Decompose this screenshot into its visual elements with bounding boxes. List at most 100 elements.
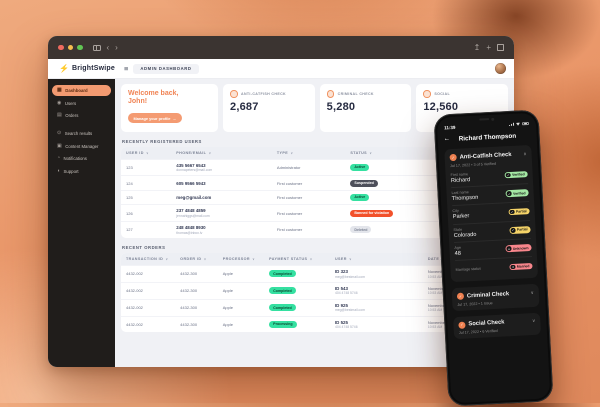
col-order-id[interactable]: ORDER ID ∨	[175, 252, 218, 266]
sort-icon: ∨	[349, 256, 352, 261]
status-badge: Active	[350, 193, 370, 201]
sort-icon: ∨	[252, 256, 256, 261]
minimize-window-button[interactable]	[67, 44, 73, 51]
sidebar-item-orders[interactable]: ▤ Orders	[52, 110, 111, 121]
col-user-id[interactable]: USER ID ∨	[121, 146, 172, 159]
col-type[interactable]: TYPE ∨	[271, 146, 346, 159]
sidebar-item-support[interactable]: ◖ Support	[52, 166, 111, 177]
check-icon: ✓	[509, 209, 515, 215]
anti-catfish-check-icon: ✓	[449, 153, 457, 162]
user-type: First customer	[271, 175, 346, 191]
partial-badge: ✓ Partial	[508, 207, 530, 216]
welcome-title: Welcome back, John!	[128, 90, 211, 107]
zoom-window-button[interactable]	[77, 44, 83, 51]
users-table-title: RECENTLY REGISTERED USERS	[122, 138, 202, 144]
verified-badge: ✓ Verified	[505, 189, 529, 198]
order-user: ID 525 404 4748 5746	[329, 315, 423, 333]
payment-status: Completed	[264, 298, 330, 316]
users-table: USER ID ∨ PHONE/EMAIL ∨ TYPE ∨ STATUS ∨ …	[121, 146, 508, 238]
user-id: 125	[121, 189, 172, 205]
app-header: ⚡ BrightSwipe ≡ ADMIN DASHBOARD	[48, 59, 514, 79]
app-viewport: ⚡ BrightSwipe ≡ ADMIN DASHBOARD ▦ Dashbo…	[48, 59, 514, 367]
user-status: Banned for violation	[345, 204, 439, 222]
field-value: Colorado	[453, 231, 477, 239]
status-badge: Deleted	[350, 226, 372, 234]
forward-icon[interactable]: ›	[115, 42, 118, 52]
sidebar-item-dashboard[interactable]: ▦ Dashboard	[52, 85, 111, 96]
order-id: 4432-300	[175, 315, 218, 333]
phone-notch	[478, 117, 494, 121]
user-type: First customer	[271, 220, 346, 238]
hamburger-menu-icon[interactable]: ≡	[124, 64, 129, 73]
chevron-down-icon[interactable]: ∨	[530, 289, 534, 295]
order-user: ID 543 404 4748 5746	[329, 281, 423, 300]
sidebar-panel-icon[interactable]	[92, 44, 101, 51]
back-icon[interactable]: ‹	[106, 42, 110, 52]
breadcrumb[interactable]: ADMIN DASHBOARD	[133, 63, 199, 74]
wifi-icon	[516, 123, 520, 126]
tab-overview-icon[interactable]	[497, 44, 504, 51]
phone-status-bar: 11:39	[443, 121, 530, 131]
headset-icon: ◖	[57, 167, 61, 174]
speaker-slit	[478, 118, 489, 121]
welcome-card: Welcome back, John! Manage your profile …	[121, 84, 218, 132]
user-contact: 605 9566 5943	[171, 175, 272, 191]
sidebar-item-notifications[interactable]: ◔ Notifications	[52, 153, 111, 164]
status-badge: Banned for violation	[350, 209, 394, 217]
stat-label: CRIMINAL CHECK	[337, 91, 374, 96]
col-payment-status[interactable]: PAYMENT STATUS ∨	[264, 252, 330, 266]
section-title: Criminal Check	[466, 291, 510, 300]
manage-profile-label: Manage your profile	[133, 115, 171, 121]
payment-status: Processing	[264, 315, 330, 333]
stat-card-criminal: CRIMINAL CHECK 5,280	[319, 84, 412, 132]
order-id: 4432-300	[175, 264, 218, 283]
welcome-line1: Welcome back,	[128, 90, 179, 97]
sidebar: ▦ Dashboard ◉ Users ▤ Orders ⊙ Search re…	[48, 79, 115, 367]
avatar[interactable]	[495, 63, 506, 74]
criminal-check-icon	[326, 90, 335, 98]
check-icon: ✓	[505, 172, 511, 178]
status-badge: Active	[350, 163, 370, 171]
sidebar-item-label: Users	[64, 100, 77, 106]
chevron-down-icon[interactable]: ∨	[531, 318, 536, 324]
phone-mockup: 11:39 ← Richard Thompson ✓ Anti-Catfish …	[433, 109, 554, 407]
sort-icon: ∨	[290, 150, 294, 155]
user-contact: meg@gmail.com	[171, 189, 272, 205]
table-row[interactable]: 126 237 4848 4859 jennahiggs@mail.com Fir…	[121, 204, 508, 222]
section-title: Anti-Catfish Check	[459, 151, 512, 161]
phone-nav-bar: ← Richard Thompson	[444, 132, 531, 144]
criminal-check-section: ✓ Criminal Check ∨ Jul 17, 2022 • 1 Issu…	[451, 284, 540, 312]
camera-dot	[490, 117, 494, 121]
social-check-icon: ✓	[458, 321, 466, 329]
sidebar-item-content-manager[interactable]: ▣ Content Manager	[52, 141, 111, 152]
col-processor[interactable]: PROCESSOR ∨	[217, 252, 265, 266]
col-phone-email[interactable]: PHONE/EMAIL ∨	[171, 146, 272, 159]
partial-badge: ✓ Partial	[509, 226, 531, 234]
col-user[interactable]: USER ∨	[329, 252, 423, 266]
payment-status: Completed	[264, 281, 330, 300]
col-status[interactable]: STATUS ∨	[345, 146, 439, 159]
chevron-up-icon[interactable]: ∧	[523, 150, 527, 156]
cross-icon: ×	[510, 264, 516, 270]
manage-profile-button[interactable]: Manage your profile →	[128, 113, 182, 123]
badge-label: Partial	[516, 227, 528, 233]
sidebar-item-search-results[interactable]: ⊙ Search results	[52, 128, 111, 139]
status-badge: Suspended	[350, 179, 378, 187]
stat-value: 12,560	[423, 101, 459, 113]
col-transaction-id[interactable]: TRANSACTION ID ∨	[121, 252, 176, 266]
processor: Apple	[217, 298, 265, 316]
close-window-button[interactable]	[58, 44, 64, 51]
sort-icon: ∨	[208, 150, 212, 155]
payment-status: Completed	[264, 264, 330, 283]
share-icon[interactable]: ↥	[473, 42, 481, 52]
sort-icon: ∨	[165, 256, 169, 261]
new-tab-icon[interactable]: +	[486, 42, 491, 52]
battery-icon	[521, 121, 530, 126]
dashboard-icon: ▦	[57, 87, 62, 93]
brand-logo[interactable]: ⚡ BrightSwipe	[59, 64, 116, 73]
sidebar-item-label: Support	[63, 168, 79, 174]
browser-window: ‹ › ↥ + ⚡ BrightSwipe ≡ ADMIN DASHBOARD …	[48, 36, 514, 367]
sidebar-item-users[interactable]: ◉ Users	[52, 98, 111, 109]
field-value: 48	[454, 250, 462, 258]
main-content: Welcome back, John! Manage your profile …	[115, 79, 514, 367]
